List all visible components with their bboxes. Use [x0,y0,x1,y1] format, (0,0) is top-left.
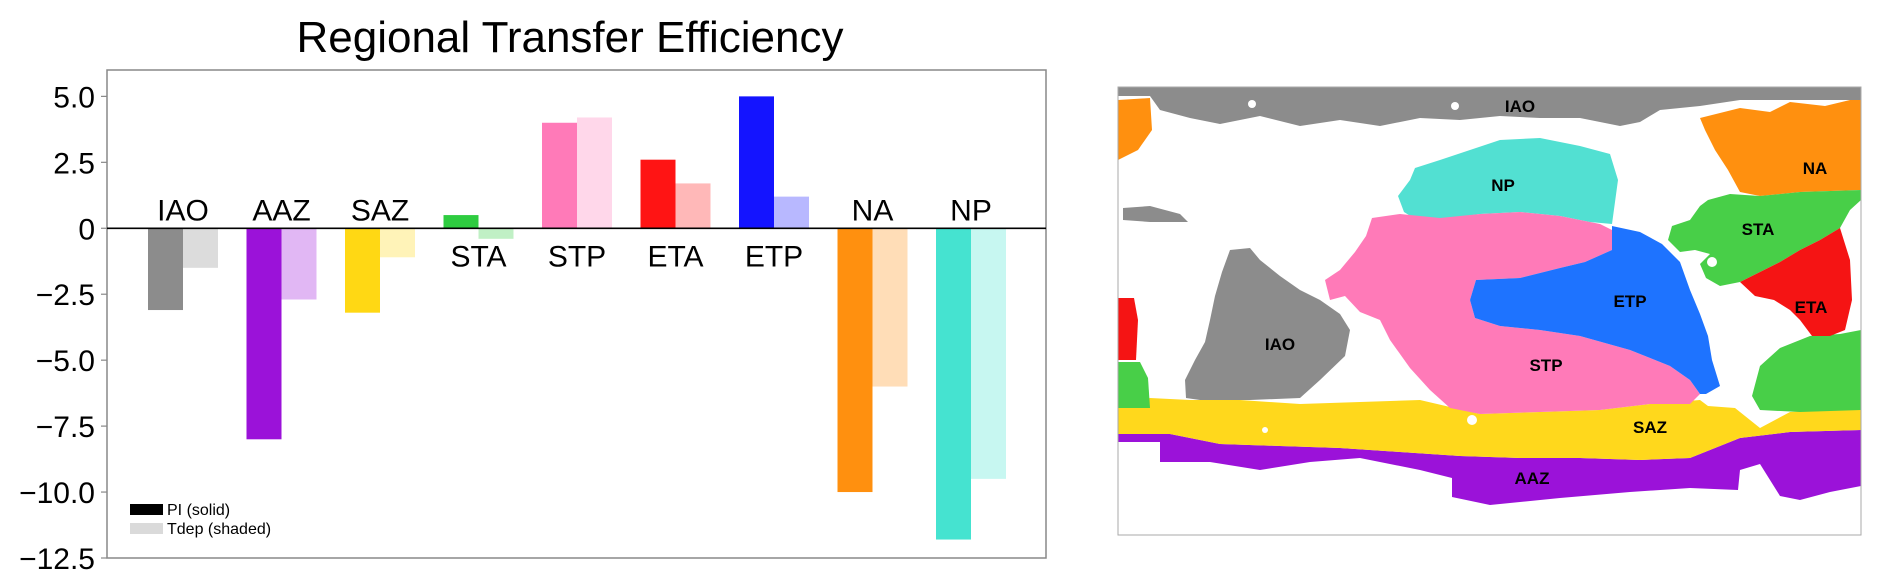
category-label-np: NP [950,194,992,227]
category-label-aaz: AAZ [252,194,310,227]
map-label-iao-north: IAO [1505,97,1535,116]
category-label-iao: IAO [157,194,209,227]
bar-sta-tdep [478,228,514,239]
region-stp [1325,212,1700,414]
bar-stp-tdep [577,117,612,229]
y-tick-label: −12.5 [19,543,95,576]
bar-na-tdep [872,228,908,387]
bar-chart: Regional Transfer Efficiency 5.0 2.5 0 −2.5… [19,13,1047,576]
category-label-na: NA [852,194,894,227]
y-tick-label: −10.0 [19,477,95,510]
region-iao-north [1118,87,1861,126]
bar-np-pi [936,228,971,540]
island-3 [1707,257,1717,267]
island-1 [1248,100,1256,108]
region-np [1398,138,1618,224]
map-label-na: NA [1803,159,1828,178]
bar-sta-pi [443,215,479,229]
legend-label-pi: PI (solid) [167,502,230,519]
bars [148,96,1006,540]
bar-etp-tdep [774,196,809,229]
bar-etp-pi [739,96,774,229]
region-aaz [1118,430,1861,505]
bar-iao-tdep [183,228,218,268]
y-tick-label: −5.0 [36,345,95,378]
y-tick-label: −2.5 [36,279,95,312]
region-etp [1470,226,1720,394]
map-label-np: NP [1491,176,1515,195]
map-label-eta: ETA [1795,298,1828,317]
region-na [1700,100,1861,196]
category-label-eta: ETA [647,240,703,273]
region-na-west [1118,98,1152,160]
category-label-stp: STP [548,240,606,273]
map-label-aaz: AAZ [1515,469,1550,488]
bar-eta-tdep [675,183,711,229]
region-sta-south [1752,330,1861,412]
legend: PI (solid) Tdep (shaded) [130,502,271,538]
island-4 [1262,427,1268,433]
island-5 [1467,415,1477,425]
plot-frame [106,69,1047,559]
map-frame [1117,86,1862,536]
y-tick-label: 5.0 [53,81,95,114]
y-axis: 5.0 2.5 0 −2.5 −5.0 −7.5 −10.0 −12.5 [19,81,107,576]
region-sta-west [1118,362,1150,408]
map-label-saz: SAZ [1633,418,1667,437]
map-label-sta: STA [1742,220,1775,239]
category-label-etp: ETP [745,240,803,273]
bar-eta-pi [640,159,676,229]
legend-swatch-tdep [130,523,163,534]
category-label-sta: STA [450,240,506,273]
region-saz [1118,398,1861,460]
legend-swatch-pi [130,504,163,515]
bar-aaz-pi [246,228,282,440]
category-label-saz: SAZ [351,194,409,227]
bar-na-pi [837,228,873,493]
y-tick-label: 0 [78,213,95,246]
region-iao-strip [1123,206,1188,222]
category-labels: IAO AAZ SAZ STA STP ETA ETP NA NP [157,194,992,273]
y-tick-label: −7.5 [36,411,95,444]
map-labels: IAO NA NP STA ETP ETA IAO STP SAZ AAZ [1265,97,1827,488]
map-label-etp: ETP [1613,292,1646,311]
island-2 [1451,102,1459,110]
legend-label-tdep: Tdep (shaded) [167,521,271,538]
bar-np-tdep [971,228,1006,479]
map-label-stp: STP [1529,356,1562,375]
region-map: IAO NA NP STA ETP ETA IAO STP SAZ AAZ [1117,86,1862,536]
y-tick-label: 2.5 [53,147,95,180]
bar-aaz-tdep [281,228,317,300]
bar-saz-tdep [380,228,415,258]
region-eta-west [1118,298,1138,360]
region-eta [1740,228,1852,336]
bar-saz-pi [345,228,380,313]
bar-iao-pi [148,228,183,311]
map-label-iao-south: IAO [1265,335,1295,354]
region-iao-south [1185,248,1350,400]
chart-title: Regional Transfer Efficiency [296,13,843,62]
bar-stp-pi [542,122,577,229]
